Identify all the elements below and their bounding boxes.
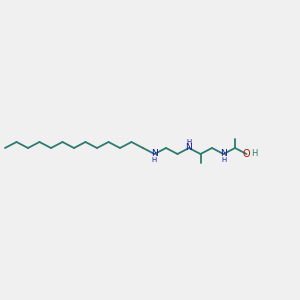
Text: H: H	[186, 140, 192, 146]
Text: H: H	[251, 149, 258, 158]
Text: N: N	[220, 149, 227, 158]
Text: H: H	[221, 157, 226, 163]
Text: O: O	[243, 149, 250, 159]
Text: H: H	[152, 157, 157, 163]
Text: N: N	[186, 143, 192, 152]
Text: N: N	[151, 149, 158, 158]
